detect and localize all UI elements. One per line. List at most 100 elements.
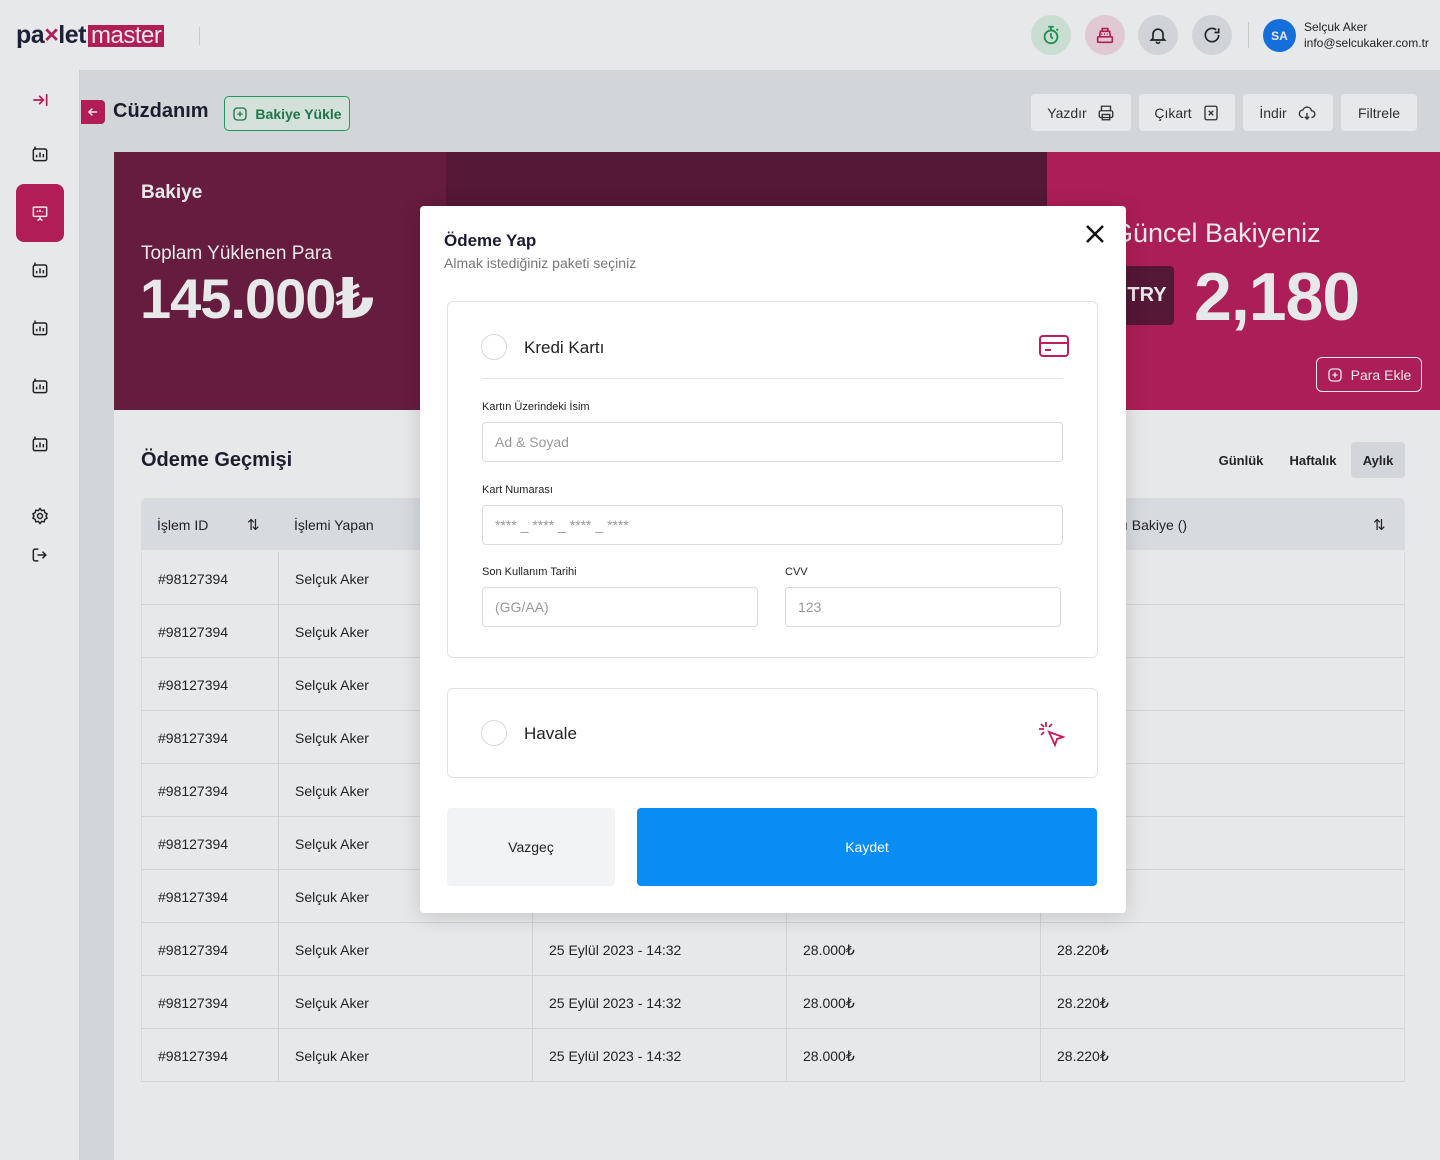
cancel-button[interactable]: Vazgeç: [447, 808, 615, 886]
column-header-id[interactable]: İşlem ID: [157, 517, 209, 533]
cell-user: Selçuk Aker: [295, 677, 369, 693]
filter-label: Filtrele: [1357, 104, 1400, 121]
cell-amount: 28.000₺: [803, 942, 855, 958]
close-icon: [1086, 225, 1104, 243]
download-button[interactable]: İndir: [1243, 94, 1333, 131]
current-balance-value: 2,180: [1194, 259, 1360, 335]
plus-square-icon: [1327, 367, 1342, 382]
table-row[interactable]: #98127394 Selçuk Aker 25 Eylül 2023 - 14:3…: [141, 923, 1405, 976]
modal-title: Ödeme Yap: [444, 231, 537, 250]
avatar[interactable]: SA: [1263, 19, 1296, 52]
back-button[interactable]: [81, 100, 105, 124]
sidebar-item-reports-1[interactable]: [16, 130, 64, 178]
sidebar-item-reports-3[interactable]: [16, 304, 64, 352]
cell-balance: 28.220₺: [1057, 1048, 1109, 1064]
card-number-label: Kart Numarası: [482, 484, 553, 496]
column-divider: [532, 976, 533, 1028]
plus-square-icon: [233, 106, 248, 121]
load-balance-button[interactable]: Bakiye Yükle: [224, 96, 350, 131]
cell-user: Selçuk Aker: [295, 942, 369, 958]
column-divider: [532, 1029, 533, 1081]
expiry-input[interactable]: [482, 587, 758, 627]
divider: [199, 27, 200, 45]
logo[interactable]: pa × let master: [16, 21, 165, 50]
sidebar-item-settings[interactable]: [16, 492, 64, 540]
timer-button[interactable]: [1031, 15, 1071, 55]
refresh-button[interactable]: [1192, 15, 1232, 55]
sidebar-expand-button[interactable]: [16, 76, 64, 124]
sort-icon[interactable]: ⇅: [1373, 517, 1386, 534]
period-monthly[interactable]: Aylık: [1351, 442, 1405, 478]
sidebar-item-reports-5[interactable]: [16, 420, 64, 468]
period-weekly[interactable]: Haftalık: [1289, 452, 1337, 468]
column-divider: [278, 658, 279, 710]
save-button[interactable]: Kaydet: [637, 808, 1097, 886]
chart-icon: [32, 436, 48, 452]
sort-icon[interactable]: ⇅: [247, 517, 260, 534]
cell-amount: 28.000₺: [803, 995, 855, 1011]
period-daily[interactable]: Günlük: [1218, 452, 1264, 468]
cell-user: Selçuk Aker: [295, 995, 369, 1011]
cell-amount: 28.000₺: [803, 1048, 855, 1064]
payment-modal: Ödeme Yap Almak istediğiniz paketi seçin…: [420, 206, 1126, 913]
chart-icon: [32, 320, 48, 336]
credit-card-option: Kredi Kartı Kartın Üzerindeki İsim Kart …: [447, 301, 1098, 658]
cell-user: Selçuk Aker: [295, 889, 369, 905]
stopwatch-icon: [1043, 25, 1059, 45]
cell-user: Selçuk Aker: [295, 836, 369, 852]
print-button[interactable]: Yazdır: [1031, 94, 1131, 131]
cvv-input[interactable]: [785, 587, 1061, 627]
cvv-label: CVV: [785, 566, 808, 578]
column-divider: [278, 923, 279, 975]
cursor-click-icon: [1039, 722, 1066, 748]
column-header-balance[interactable]: ı Bakiye (): [1124, 517, 1188, 533]
column-divider: [1040, 1029, 1041, 1081]
gear-icon: [31, 507, 49, 525]
bank-transfer-radio[interactable]: [481, 720, 507, 746]
sidebar-item-reports-4[interactable]: [16, 362, 64, 410]
column-divider: [786, 1029, 787, 1081]
notifications-button[interactable]: [1138, 15, 1178, 55]
table-row[interactable]: #98127394 Selçuk Aker: [141, 552, 1405, 605]
cell-id: #98127394: [158, 730, 229, 746]
page-title: Cüzdanım: [113, 100, 209, 122]
table-row[interactable]: #98127394 Selçuk Aker 25 Eylül 2023 - 14:3…: [141, 1029, 1405, 1082]
column-divider: [786, 976, 787, 1028]
column-divider: [278, 552, 279, 604]
export-button[interactable]: Çıkart: [1139, 94, 1235, 131]
cell-id: #98127394: [158, 889, 229, 905]
total-loaded-value: 145.000₺: [140, 267, 374, 330]
cash-register-icon: [1096, 27, 1114, 44]
print-label: Yazdır: [1047, 104, 1087, 121]
credit-card-label: Kredi Kartı: [524, 338, 605, 357]
column-divider: [278, 605, 279, 657]
bank-transfer-option: Havale: [447, 688, 1098, 778]
column-header-user[interactable]: İşlemi Yapan: [294, 517, 374, 533]
logout-icon: [32, 548, 47, 562]
cell-user: Selçuk Aker: [295, 783, 369, 799]
load-balance-label: Bakiye Yükle: [255, 105, 342, 122]
cell-id: #98127394: [158, 1048, 229, 1064]
column-divider: [278, 817, 279, 869]
add-money-button[interactable]: Para Ekle: [1316, 357, 1422, 392]
cell-user: Selçuk Aker: [295, 1048, 369, 1064]
excel-icon: [1203, 105, 1218, 120]
divider: [482, 378, 1063, 379]
card-number-input[interactable]: [482, 505, 1063, 545]
sidebar-item-reports-2[interactable]: [16, 246, 64, 294]
sidebar: [0, 70, 80, 1160]
sidebar-item-wallet[interactable]: [16, 184, 64, 242]
sidebar-item-logout[interactable]: [16, 531, 64, 579]
cash-register-button[interactable]: [1085, 15, 1125, 55]
table-row[interactable]: #98127394 Selçuk Aker 25 Eylül 2023 - 14:3…: [141, 976, 1405, 1029]
credit-card-radio[interactable]: [481, 334, 507, 360]
divider: [1248, 22, 1249, 48]
cell-date: 25 Eylül 2023 - 14:32: [549, 995, 682, 1011]
total-loaded-card: [114, 152, 446, 410]
filter-button[interactable]: Filtrele: [1341, 94, 1417, 131]
close-button[interactable]: [1083, 222, 1107, 246]
credit-card-icon: [1039, 335, 1069, 357]
balance-heading: Bakiye: [141, 182, 203, 203]
cell-balance: 28.220₺: [1057, 942, 1109, 958]
card-name-input[interactable]: [482, 422, 1063, 462]
